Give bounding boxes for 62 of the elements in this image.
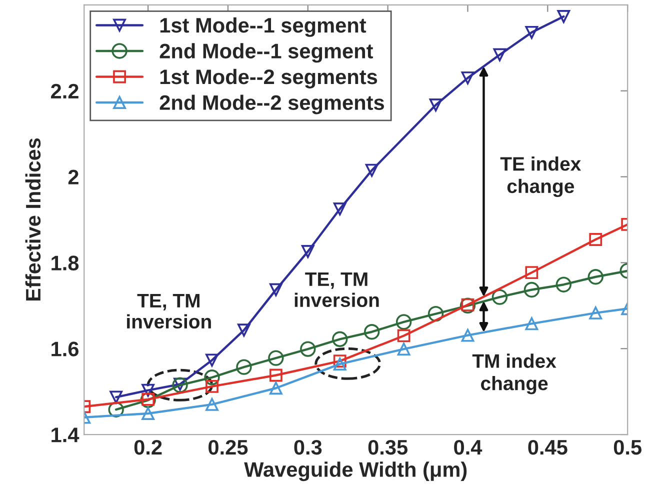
x-tick-label: 0.25: [208, 440, 248, 455]
point: [364, 324, 380, 340]
x-tick-label: 0.2: [134, 440, 162, 455]
point: [269, 368, 282, 382]
point: [525, 317, 538, 330]
x-axis-title: Waveguide Width (μm): [244, 462, 467, 482]
point: [429, 98, 442, 112]
point: [333, 354, 346, 368]
y-tick-label: 1.4: [52, 428, 80, 442]
y-tick-label: 2: [68, 170, 78, 184]
point: [269, 382, 282, 395]
point: [333, 202, 346, 216]
point: [397, 342, 410, 356]
annotation: TE, TM inversion: [294, 272, 379, 308]
x-tick-label: 0.5: [614, 440, 642, 455]
point: [142, 384, 155, 397]
point: [206, 354, 218, 367]
x-tick-label: 0.3: [294, 440, 322, 455]
point: [396, 314, 412, 330]
y-tick-label: 1.8: [52, 256, 79, 270]
x-tick-label: 0.4: [454, 440, 482, 455]
legend-label: 1st Mode--1 segment: [160, 17, 366, 37]
point: [206, 398, 218, 411]
point: [589, 306, 602, 320]
point: [556, 276, 572, 292]
point: [332, 331, 348, 348]
point: [237, 324, 250, 337]
point: [492, 289, 508, 305]
point: [428, 306, 444, 322]
annotation: TE index change: [500, 156, 582, 198]
point: [142, 407, 155, 420]
point: [108, 402, 124, 418]
legend-label: 2nd Mode--2 segments: [160, 94, 384, 114]
point: [268, 350, 284, 366]
point: [525, 266, 538, 280]
y-axis-title: Effective Indices: [25, 138, 41, 301]
x-tick-label: 0.45: [528, 440, 568, 455]
point: [333, 358, 346, 371]
point: [110, 390, 123, 404]
point: [301, 245, 314, 258]
legend-label: 2nd Mode--1 segment: [160, 43, 373, 63]
point: [365, 164, 378, 177]
point: [236, 359, 252, 375]
point: [204, 370, 220, 386]
point: [589, 233, 602, 246]
y-tick-label: 2.2: [51, 84, 78, 98]
point: [300, 341, 316, 357]
point: [206, 380, 218, 393]
annotation: TM index change: [472, 354, 556, 394]
point: [461, 328, 474, 342]
point: [461, 71, 474, 84]
point: [557, 10, 570, 23]
point: [493, 48, 506, 62]
y-tick-label: 1.6: [52, 342, 78, 356]
point: [588, 269, 604, 285]
legend-label: 1st Mode--2 segments: [160, 68, 378, 88]
x-tick-label: 0.35: [368, 440, 408, 455]
point: [524, 282, 540, 298]
annotation: TE, TM inversion: [127, 294, 211, 329]
point: [397, 329, 410, 342]
point: [525, 26, 538, 39]
point: [269, 283, 282, 296]
